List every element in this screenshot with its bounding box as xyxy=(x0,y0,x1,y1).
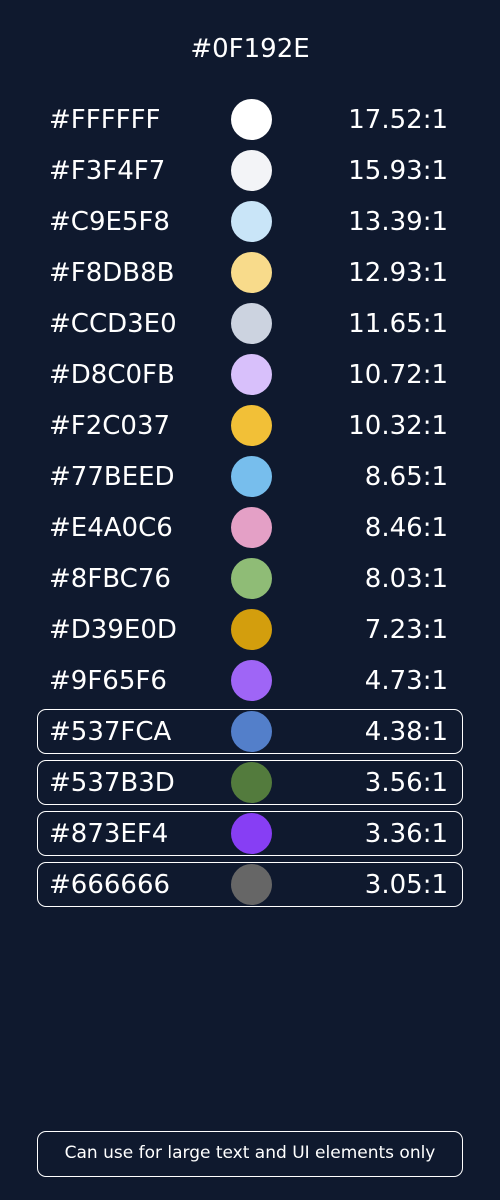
contrast-ratio: 15.93:1 xyxy=(348,156,448,186)
color-row: #8FBC76 8.03:1 xyxy=(37,553,463,604)
color-row: #D8C0FB 10.72:1 xyxy=(37,349,463,400)
color-hex-label: #D8C0FB xyxy=(49,360,175,390)
color-swatch xyxy=(231,303,272,344)
contrast-ratio: 13.39:1 xyxy=(348,207,448,237)
color-hex-label: #537B3D xyxy=(49,768,175,798)
color-hex-label: #873EF4 xyxy=(49,819,169,849)
color-row: #9F65F6 4.73:1 xyxy=(37,655,463,706)
contrast-ratio: 7.23:1 xyxy=(364,615,448,645)
color-swatch xyxy=(231,354,272,395)
contrast-ratio: 8.65:1 xyxy=(364,462,448,492)
color-hex-label: #C9E5F8 xyxy=(49,207,170,237)
contrast-ratio: 12.93:1 xyxy=(348,258,448,288)
color-hex-label: #666666 xyxy=(49,870,171,900)
color-swatch xyxy=(231,201,272,242)
color-swatch xyxy=(231,711,272,752)
color-hex-label: #537FCA xyxy=(49,717,172,747)
color-row: #F8DB8B 12.93:1 xyxy=(37,247,463,298)
color-swatch xyxy=(231,507,272,548)
contrast-ratio: 10.32:1 xyxy=(348,411,448,441)
color-swatch xyxy=(231,813,272,854)
color-row: #873EF4 3.36:1 xyxy=(37,808,463,859)
color-swatch xyxy=(231,762,272,803)
color-swatch xyxy=(231,864,272,905)
color-row: #537FCA 4.38:1 xyxy=(37,706,463,757)
contrast-ratio: 17.52:1 xyxy=(348,105,448,135)
color-swatch xyxy=(231,609,272,650)
contrast-ratio: 8.03:1 xyxy=(364,564,448,594)
color-swatch xyxy=(231,405,272,446)
color-row: #537B3D 3.56:1 xyxy=(37,757,463,808)
color-hex-label: #8FBC76 xyxy=(49,564,171,594)
color-row: #E4A0C6 8.46:1 xyxy=(37,502,463,553)
color-hex-label: #CCD3E0 xyxy=(49,309,177,339)
color-hex-label: #F8DB8B xyxy=(49,258,175,288)
color-row: #F2C037 10.32:1 xyxy=(37,400,463,451)
contrast-ratio: 3.36:1 xyxy=(364,819,448,849)
color-row: #77BEED 8.65:1 xyxy=(37,451,463,502)
color-hex-label: #F2C037 xyxy=(49,411,171,441)
large-text-legend: Can use for large text and UI elements o… xyxy=(37,1131,463,1177)
color-swatch xyxy=(231,558,272,599)
contrast-ratio: 3.56:1 xyxy=(364,768,448,798)
color-row: #F3F4F7 15.93:1 xyxy=(37,145,463,196)
color-swatch xyxy=(231,150,272,191)
color-row: #666666 3.05:1 xyxy=(37,859,463,910)
color-hex-label: #E4A0C6 xyxy=(49,513,173,543)
color-row: #D39E0D 7.23:1 xyxy=(37,604,463,655)
color-swatch xyxy=(231,660,272,701)
color-row: #C9E5F8 13.39:1 xyxy=(37,196,463,247)
contrast-list: #FFFFFF 17.52:1 #F3F4F7 15.93:1 #C9E5F8 13.39… xyxy=(37,94,463,910)
color-hex-label: #77BEED xyxy=(49,462,175,492)
contrast-ratio: 4.38:1 xyxy=(364,717,448,747)
color-row: #CCD3E0 11.65:1 xyxy=(37,298,463,349)
contrast-ratio: 4.73:1 xyxy=(364,666,448,696)
color-row: #FFFFFF 17.52:1 xyxy=(37,94,463,145)
color-swatch xyxy=(231,252,272,293)
color-hex-label: #D39E0D xyxy=(49,615,177,645)
color-swatch xyxy=(231,456,272,497)
contrast-ratio: 3.05:1 xyxy=(364,870,448,900)
contrast-ratio: 10.72:1 xyxy=(348,360,448,390)
background-color-title: #0F192E xyxy=(190,34,310,64)
color-hex-label: #FFFFFF xyxy=(49,105,161,135)
contrast-ratio: 11.65:1 xyxy=(348,309,448,339)
color-hex-label: #9F65F6 xyxy=(49,666,167,696)
color-hex-label: #F3F4F7 xyxy=(49,156,166,186)
color-swatch xyxy=(231,99,272,140)
contrast-ratio: 8.46:1 xyxy=(364,513,448,543)
